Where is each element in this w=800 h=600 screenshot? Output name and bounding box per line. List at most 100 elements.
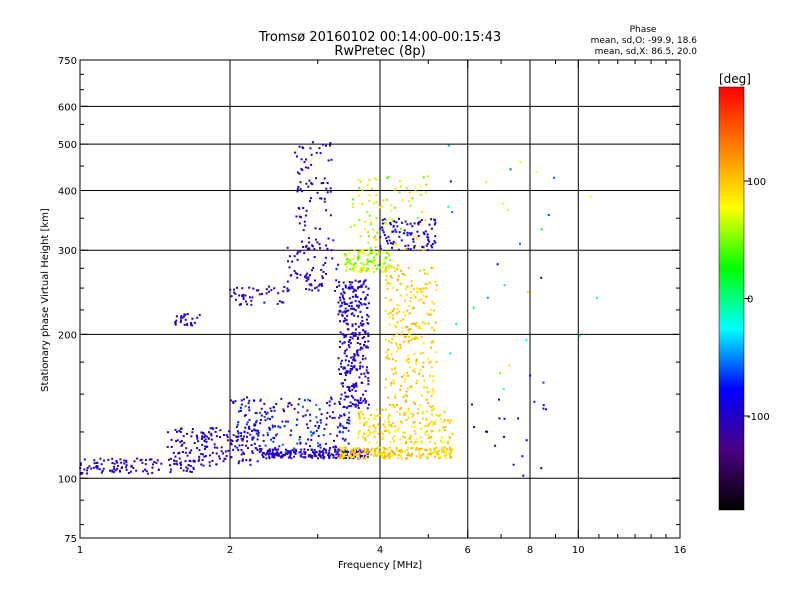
echo-point	[253, 442, 256, 445]
echo-point	[407, 387, 410, 390]
echo-point	[473, 426, 476, 428]
echo-point	[354, 405, 357, 408]
echo-point	[277, 448, 280, 451]
echo-point	[346, 418, 349, 421]
echo-point	[397, 428, 400, 431]
echo-point	[341, 311, 344, 314]
echo-point	[286, 453, 289, 455]
echo-point	[186, 313, 189, 315]
echo-point	[339, 296, 341, 299]
echo-point	[282, 453, 285, 456]
echo-point	[328, 415, 331, 418]
echo-point	[255, 429, 258, 432]
x-tick-label: 1	[77, 545, 83, 556]
echo-point	[374, 447, 377, 450]
echo-point	[296, 418, 299, 421]
echo-point	[330, 453, 333, 456]
echo-point	[295, 215, 298, 218]
echo-point	[280, 397, 283, 400]
echo-point	[344, 284, 347, 287]
echo-point	[256, 449, 259, 452]
echo-point	[357, 270, 360, 273]
echo-point	[185, 470, 188, 472]
echo-point	[349, 336, 352, 339]
echo-point	[509, 168, 512, 171]
echo-point	[356, 342, 359, 344]
echo-point	[349, 283, 352, 286]
echo-point	[311, 456, 314, 459]
echo-point	[298, 398, 301, 401]
echo-point	[503, 417, 506, 420]
echo-point	[343, 398, 346, 401]
echo-point	[407, 358, 410, 360]
echo-point	[79, 471, 82, 474]
echo-point	[345, 448, 348, 451]
echo-point	[355, 289, 358, 292]
echo-point	[449, 420, 452, 423]
echo-point	[386, 198, 388, 201]
echo-point	[175, 319, 178, 322]
echo-point	[258, 450, 261, 453]
echo-point	[357, 306, 360, 309]
echo-point	[180, 464, 182, 466]
echo-point	[433, 309, 436, 312]
echo-point	[405, 418, 408, 421]
echo-point	[367, 379, 370, 382]
echo-point	[405, 247, 407, 250]
echo-point	[366, 448, 369, 451]
echo-point	[299, 250, 302, 253]
echo-point	[377, 446, 380, 449]
echo-point	[439, 417, 442, 420]
echo-point	[547, 214, 550, 216]
echo-point	[111, 462, 114, 464]
echo-point	[429, 449, 432, 452]
echo-point	[413, 245, 416, 247]
echo-point	[352, 263, 355, 266]
echo-point	[307, 398, 310, 401]
echo-point	[352, 198, 354, 201]
echo-point	[405, 293, 408, 296]
echo-point	[245, 300, 247, 303]
echo-point	[425, 418, 428, 420]
echo-point	[360, 298, 362, 301]
echo-point	[383, 218, 386, 221]
echo-point	[222, 460, 225, 463]
echo-point	[180, 440, 183, 442]
echo-point	[349, 390, 351, 392]
echo-point	[386, 357, 389, 360]
echo-point	[413, 353, 416, 356]
echo-point	[385, 219, 388, 221]
echo-point	[366, 456, 369, 459]
echo-point	[396, 350, 399, 353]
echo-point	[318, 283, 321, 286]
echo-point	[443, 448, 446, 451]
echo-point	[354, 453, 357, 456]
echo-point	[391, 368, 393, 371]
echo-point	[281, 455, 284, 458]
echo-point	[303, 251, 306, 254]
echo-point	[293, 451, 295, 454]
echo-point	[309, 147, 312, 150]
echo-point	[353, 453, 355, 456]
echo-point	[421, 290, 424, 293]
echo-point	[344, 307, 347, 310]
echo-point	[422, 176, 425, 179]
echo-point	[383, 270, 386, 273]
echo-point	[254, 447, 257, 449]
echo-point	[298, 145, 301, 148]
echo-point	[226, 439, 229, 442]
echo-point	[293, 407, 296, 410]
echo-point	[388, 239, 391, 242]
echo-point	[116, 467, 119, 470]
y-tick-label: 300	[58, 246, 77, 257]
echo-point	[498, 398, 500, 401]
echo-point	[350, 362, 353, 364]
echo-point	[269, 418, 271, 421]
echo-point	[259, 422, 262, 425]
echo-point	[433, 223, 436, 226]
echo-point	[253, 428, 256, 431]
echo-point	[308, 247, 311, 250]
echo-point	[255, 419, 258, 422]
echo-point	[371, 267, 374, 270]
echo-point	[357, 407, 360, 409]
